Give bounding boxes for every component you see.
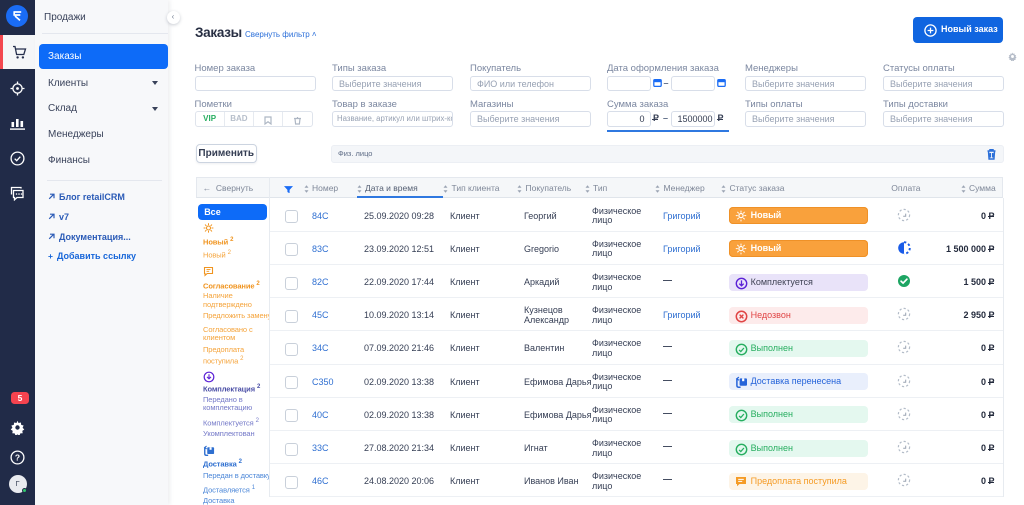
svg-text:?: ? [15, 453, 20, 463]
